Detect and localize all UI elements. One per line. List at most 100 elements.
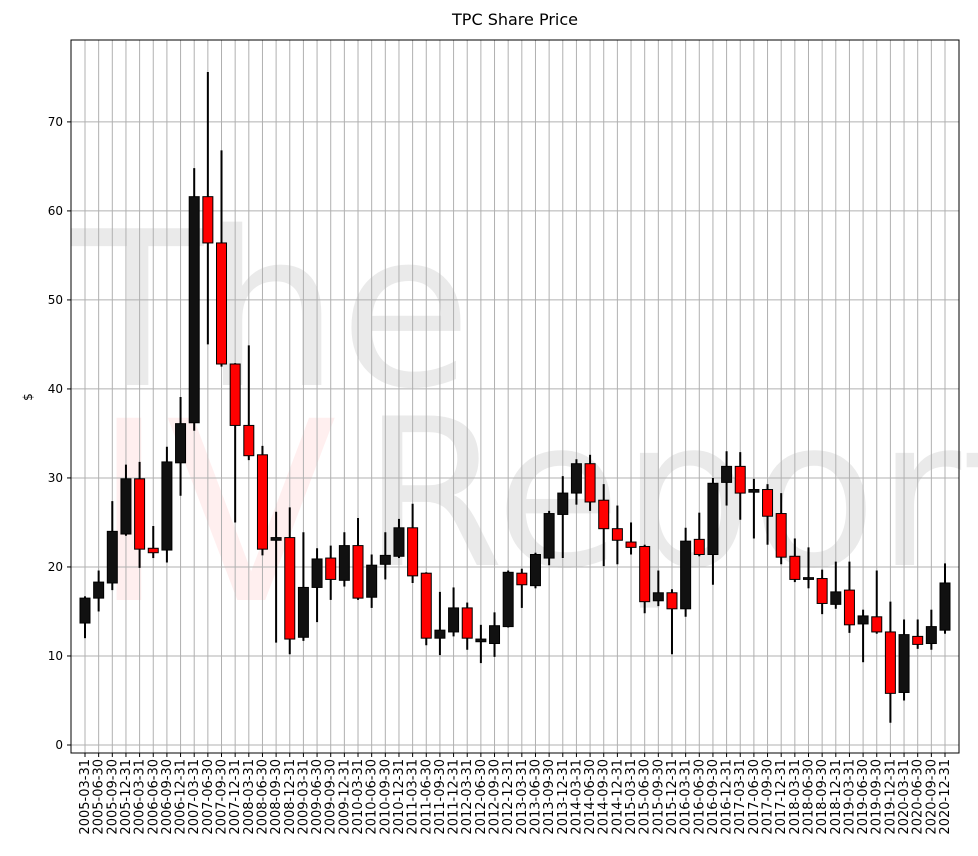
x-tick-label: 2016-03-31: [679, 759, 694, 835]
x-tick-label: 2009-09-30: [324, 759, 339, 835]
plot-frame: [70, 39, 960, 754]
y-tick-label: 70: [48, 115, 63, 129]
candle-body: [147, 547, 159, 554]
candle-body: [529, 553, 541, 587]
candle-body: [884, 631, 896, 694]
x-tick-label: 2009-12-31: [337, 759, 352, 835]
x-tick-label: 2016-06-30: [692, 759, 707, 835]
x-tick-label: 2010-06-30: [365, 759, 380, 835]
x-tick-label: 2011-03-31: [406, 759, 421, 835]
x-tick-label: 2013-12-31: [556, 759, 571, 835]
candle-body: [120, 478, 132, 535]
x-tick-label: 2015-03-31: [624, 759, 639, 835]
candle-body: [106, 530, 118, 584]
x-tick-label: 2015-06-30: [638, 759, 653, 835]
x-tick-label: 2009-03-31: [296, 759, 311, 835]
candle-body: [502, 571, 514, 628]
x-tick-label: 2020-06-30: [911, 759, 926, 835]
candle-body: [939, 582, 951, 631]
x-tick-label: 2016-09-30: [706, 759, 721, 835]
candle-body: [830, 591, 842, 605]
x-tick-label: 2008-06-30: [255, 759, 270, 835]
x-tick-label: 2005-03-31: [78, 759, 93, 835]
candle-body: [420, 572, 432, 639]
candle-body: [707, 482, 719, 555]
candle-body: [625, 541, 637, 548]
x-tick-label: 2007-09-30: [215, 759, 230, 835]
candle-body: [270, 537, 282, 541]
y-tick-label: 40: [48, 382, 63, 396]
candle-body: [366, 564, 378, 598]
candle-body: [598, 499, 610, 530]
candle-body: [789, 555, 801, 580]
candle-body: [284, 537, 296, 640]
candle-body: [311, 558, 323, 588]
x-tick-label: 2008-03-31: [242, 759, 257, 835]
candle-body: [188, 196, 200, 424]
x-tick-label: 2008-12-31: [283, 759, 298, 835]
x-tick-label: 2017-12-31: [774, 759, 789, 835]
candle-body: [434, 629, 446, 639]
candle-body: [762, 489, 774, 517]
y-tick-label: 30: [48, 471, 63, 485]
candle-body: [570, 463, 582, 494]
x-tick-label: 2014-03-31: [569, 759, 584, 835]
candle-body: [216, 242, 228, 365]
x-tick-label: 2013-09-30: [542, 759, 557, 835]
x-tick-label: 2010-09-30: [378, 759, 393, 835]
x-tick-label: 2010-12-31: [392, 759, 407, 835]
x-tick-label: 2014-06-30: [583, 759, 598, 835]
x-tick-label: 2008-09-30: [269, 759, 284, 835]
candle-body: [448, 607, 460, 633]
x-tick-label: 2005-12-31: [119, 759, 134, 835]
x-tick-label: 2006-12-31: [174, 759, 189, 835]
x-tick-label: 2014-09-30: [597, 759, 612, 835]
x-tick-label: 2012-03-31: [460, 759, 475, 835]
candle-body: [857, 615, 869, 625]
candle-body: [652, 592, 664, 602]
candle-body: [748, 489, 760, 493]
y-tick-label: 20: [48, 560, 63, 574]
candle-body: [912, 635, 924, 645]
y-tick-label: 10: [48, 649, 63, 663]
candle-body: [461, 607, 473, 639]
x-tick-label: 2015-09-30: [651, 759, 666, 835]
candle-body: [693, 538, 705, 555]
candle-body: [229, 363, 241, 426]
x-tick-label: 2017-03-31: [733, 759, 748, 835]
candle-body: [816, 578, 828, 604]
x-tick-label: 2013-03-31: [515, 759, 530, 835]
candle-body: [925, 626, 937, 645]
candle-body: [611, 528, 623, 541]
candle-body: [557, 492, 569, 515]
x-tick-label: 2011-12-31: [447, 759, 462, 835]
x-tick-label: 2018-03-31: [788, 759, 803, 835]
x-tick-label: 2017-06-30: [747, 759, 762, 835]
candle-body: [134, 478, 146, 550]
candle-body: [393, 527, 405, 557]
candle-body: [516, 572, 528, 586]
candle-body: [775, 513, 787, 558]
candle-body: [680, 540, 692, 610]
candle-body: [161, 461, 173, 551]
candle-body: [489, 625, 501, 645]
candle-body: [584, 463, 596, 503]
x-tick-label: 2011-09-30: [433, 759, 448, 835]
x-tick-label: 2013-06-30: [528, 759, 543, 835]
candle-body: [202, 196, 214, 244]
y-tick-label: 0: [55, 738, 63, 752]
candle-body: [256, 454, 268, 550]
candle-body: [639, 545, 651, 603]
candle-body: [802, 577, 814, 580]
x-tick-label: 2005-09-30: [105, 759, 120, 835]
x-tick-label: 2018-09-30: [815, 759, 830, 835]
x-tick-label: 2012-06-30: [474, 759, 489, 835]
x-tick-label: 2016-12-31: [720, 759, 735, 835]
candle-body: [475, 638, 487, 643]
x-tick-label: 2006-03-31: [133, 759, 148, 835]
x-tick-label: 2018-06-30: [801, 759, 816, 835]
candle-body: [338, 545, 350, 581]
watermark: The IV Report: [71, 185, 978, 659]
